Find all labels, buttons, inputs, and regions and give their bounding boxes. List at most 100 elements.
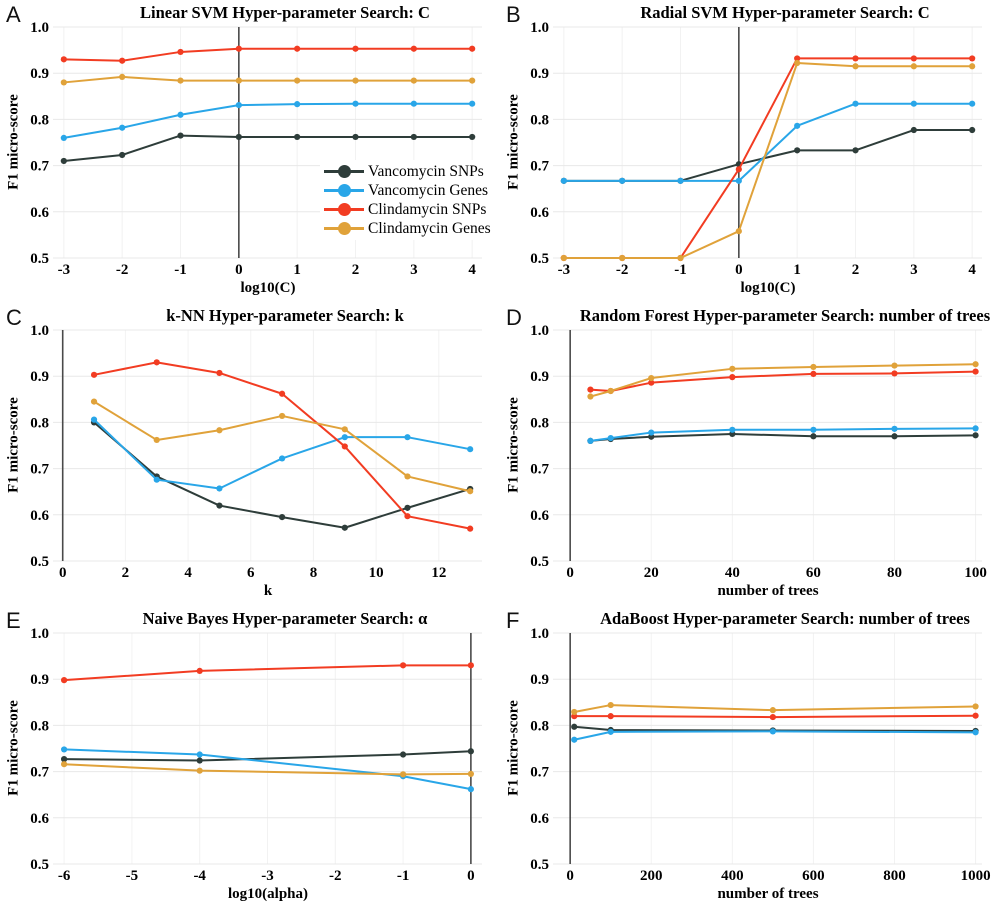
data-point [399, 771, 407, 778]
data-point [972, 368, 979, 375]
series-clindamycin-genes [60, 73, 476, 86]
x-tick-label: 12 [431, 565, 446, 581]
x-tick-label: 1 [793, 262, 801, 278]
data-point [60, 157, 67, 165]
y-tick-label: 0.6 [30, 811, 49, 827]
y-tick-label: 0.8 [530, 718, 549, 734]
data-point [404, 513, 411, 520]
y-tick-label: 0.5 [530, 251, 549, 267]
x-tick-label: 6 [247, 565, 255, 581]
data-point [607, 387, 614, 395]
panel-a: A Linear SVM Hyper-parameter Search: C F… [0, 0, 500, 303]
data-point [216, 502, 223, 509]
data-point [619, 177, 626, 184]
series-clindamycin-snps [60, 45, 476, 64]
x-tick-label: 0 [59, 565, 67, 581]
panel-a-x-axis-label: log10(C) [240, 280, 296, 296]
data-point [735, 228, 742, 235]
y-tick-label: 0.5 [530, 554, 549, 570]
data-point [607, 701, 614, 709]
panel-b-plot: 1.0 0.9 0.8 0.7 0.6 0.5 -3 -2 -1 0 1 2 3 4 [530, 20, 982, 278]
y-tick-label: 1.0 [530, 20, 549, 36]
y-tick-label: 0.5 [530, 857, 549, 873]
data-point [404, 434, 411, 441]
data-point [341, 426, 348, 433]
data-point [119, 151, 126, 159]
data-point [729, 365, 736, 372]
data-point [153, 476, 160, 483]
data-point [216, 485, 223, 492]
panel-letter-e: E [6, 608, 21, 633]
data-point [119, 124, 126, 131]
x-tick-label: 4 [968, 262, 976, 278]
data-point [279, 390, 286, 397]
panel-letter-d: D [506, 305, 522, 330]
axis-tick-labels: 1.0 0.9 0.8 0.7 0.6 0.5 0 2 4 6 8 10 12 [30, 323, 446, 581]
y-tick-label: 1.0 [530, 626, 549, 642]
data-point [729, 374, 736, 381]
panel-e-plot: 1.0 0.9 0.8 0.7 0.6 0.5 -6 -5 -4 -3 -2 -1 0 [30, 626, 482, 884]
data-point [571, 736, 578, 743]
panel-e-x-axis-label: log10(alpha) [227, 886, 308, 902]
y-tick-label: 0.9 [30, 369, 49, 385]
data-point [404, 473, 411, 480]
series-clindamycin-snps [90, 359, 474, 532]
data-point [294, 133, 301, 141]
data-point [607, 713, 614, 720]
panel-c: C k-NN Hyper-parameter Search: k F1 micr… [0, 303, 500, 606]
legend-marker-vancomycin-genes [324, 184, 364, 197]
series-vancomycin-snps [90, 419, 474, 531]
panel-d: D Random Forest Hyper-parameter Search: … [500, 303, 1000, 606]
data-point [810, 370, 817, 377]
axis-tick-labels: 1.0 0.9 0.8 0.7 0.6 0.5 -3 -2 -1 0 1 2 3 4 [530, 20, 976, 278]
data-point [571, 723, 578, 730]
y-tick-label: 0.9 [30, 672, 49, 688]
data-point [60, 79, 67, 86]
data-point [910, 55, 917, 62]
data-point [153, 359, 160, 366]
data-point [294, 101, 301, 108]
panel-c-plot: 1.0 0.9 0.8 0.7 0.6 0.5 0 2 4 6 8 10 12 [30, 323, 482, 581]
panel-d-plot: 1.0 0.9 0.8 0.7 0.6 0.5 0 20 40 60 80 100 [530, 323, 987, 581]
x-tick-label: 80 [887, 565, 902, 581]
data-point [61, 761, 68, 768]
data-point [769, 713, 776, 721]
data-point [469, 100, 476, 107]
panel-c-x-axis-label: k [263, 583, 273, 599]
series-clindamycin-snps [571, 712, 979, 721]
data-point [399, 751, 407, 758]
data-point [196, 751, 203, 758]
y-tick-label: 0.8 [30, 415, 49, 431]
data-point [196, 767, 203, 774]
data-point [972, 361, 979, 368]
series-vancomycin-snps [61, 748, 474, 764]
data-point [571, 708, 578, 716]
data-point [61, 746, 68, 753]
x-tick-label: -1 [674, 262, 687, 278]
data-point [467, 786, 474, 793]
series-clindamycin-genes [90, 398, 474, 495]
series-clindamycin-genes [61, 761, 474, 778]
y-tick-label: 0.6 [530, 811, 549, 827]
y-tick-label: 1.0 [30, 20, 49, 36]
gridlines [553, 26, 982, 259]
data-point [677, 254, 684, 262]
y-tick-label: 0.8 [30, 718, 49, 734]
data-point [677, 177, 684, 184]
data-point [891, 370, 898, 377]
x-tick-label: 800 [883, 868, 906, 884]
panel-a-plot: 1.0 0.9 0.8 0.7 0.6 0.5 -3 -2 -1 0 1 2 3 4 [30, 20, 482, 278]
data-point [794, 55, 801, 62]
data-point [90, 416, 98, 423]
data-point [467, 662, 474, 669]
x-tick-label: 0 [467, 868, 475, 884]
data-point [279, 455, 286, 462]
data-point [279, 412, 286, 420]
data-point [794, 59, 801, 67]
x-tick-label: 4 [184, 565, 192, 581]
data-point [399, 662, 407, 669]
data-point [177, 111, 184, 118]
y-tick-label: 0.6 [30, 205, 49, 221]
series-clindamycin-genes [587, 361, 979, 400]
x-tick-label: 0 [566, 565, 574, 581]
